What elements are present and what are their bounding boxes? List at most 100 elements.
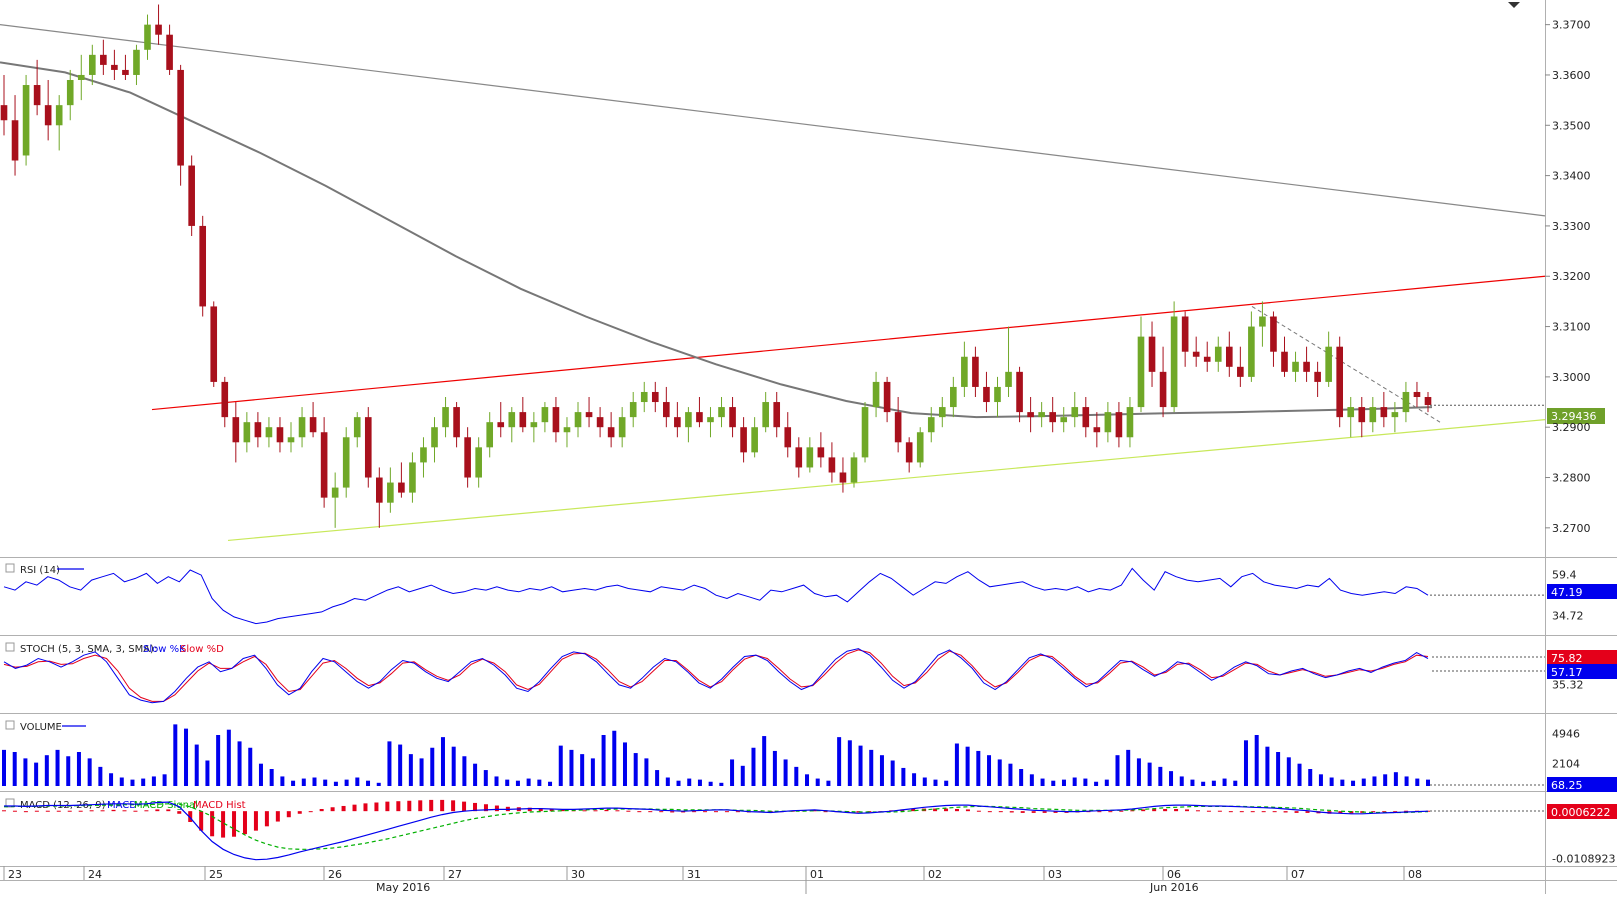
candle-body [1281,351,1288,372]
price-tick-label: 3.2900 [1552,421,1591,434]
volume-bar [1104,779,1109,786]
stoch-collapse-icon[interactable] [5,642,15,652]
candle-body [828,457,836,473]
candle-body [1225,346,1233,367]
volume-bar [826,780,831,786]
candle-body [916,432,924,463]
macd-hist-bar [494,805,499,812]
volume-bar [944,780,949,786]
volume-bar [1136,758,1141,786]
volume-bar [1415,778,1420,786]
candle-body [1248,326,1255,377]
candle-body [55,105,63,126]
date-tick-label: 23 [8,868,22,881]
macd-hist-bar [1283,811,1288,813]
volume-bar [473,763,478,786]
volume-bar [387,741,392,786]
candle-body [387,482,394,503]
candle-body [607,427,615,438]
stoch-k-badge [1547,650,1617,665]
macd-hist-bar [473,802,478,812]
candle-body [1093,427,1101,433]
candle-body [331,487,339,498]
macd-collapse-icon[interactable] [5,798,15,808]
candle-body [1137,336,1145,408]
volume-bar [430,747,435,786]
volume-bar [119,777,124,786]
volume-bar [537,779,542,786]
candle-body [1016,371,1023,413]
volume-collapse-icon[interactable] [5,720,15,730]
volume-bar [87,758,92,786]
volume-bar [451,746,456,786]
macd-hist-bar [1119,810,1124,812]
volume-bar [644,758,649,786]
rsi-value-badge [1547,584,1617,599]
macd-hist-bar [1382,811,1387,813]
candle-body [1192,351,1200,357]
macd-hist-bar [560,809,565,812]
volume-bar [216,735,221,786]
volume-bar [1318,774,1323,786]
rsi-collapse-icon[interactable] [5,563,15,573]
volume-bar [1083,778,1088,786]
candle-body [972,356,979,387]
volume-bar [1115,755,1120,786]
volume-bar [376,782,381,786]
candle-body [905,442,913,463]
macd-hist-bar [1250,811,1255,813]
candle-body [1413,391,1421,398]
macd-hist-bar [856,811,861,813]
macd-hist-bar [1053,811,1058,813]
date-tick-label: 08 [1408,868,1422,881]
macd-hist-bar [1009,811,1014,813]
candle-body [1237,366,1244,377]
candle-body [431,427,438,448]
macd-hist-bar [133,810,138,812]
candle-body [618,417,626,438]
volume-bar [879,755,884,786]
volume-bar [76,752,81,786]
volume-bar [44,755,49,786]
candle-body [155,24,162,35]
volume-label: VOLUME [5,720,86,733]
volume-bar [676,780,681,786]
volume-bar [355,777,360,786]
candle-body [519,412,527,428]
macd-hist-bar [582,810,587,812]
volume-bar [173,724,178,786]
volume-bar [1126,749,1131,786]
panel-menu-icon[interactable] [1508,2,1520,8]
volume-bar [419,758,424,786]
macd-hist-bar [45,810,50,812]
macd-hist-bar [451,800,456,812]
macd-hist-bar [1174,808,1179,812]
candle-body [11,120,19,161]
volume-bar [622,742,627,786]
macd-hist-bar [944,808,949,812]
candle-body [475,447,482,478]
macd-hist-bar [396,801,401,812]
macd-tick-label: -0.0108923 [1552,852,1615,865]
price-tick-label: 3.3000 [1552,371,1591,384]
candle-body [596,417,604,428]
candle-body [486,422,494,448]
volume-bar [344,779,349,786]
candle-body [1027,412,1034,418]
macd-hist-bar [659,811,664,813]
volume-bar [815,778,820,786]
volume-bar [312,777,317,786]
volume-bar [1393,772,1398,786]
macd-hist-bar [593,810,598,812]
volume-bar [408,754,413,786]
candle-body [66,79,74,106]
volume-bar [34,762,39,786]
macd-hist-bar [462,801,467,812]
candle-body [585,412,593,418]
candle-body [729,407,736,428]
candle-body [287,437,295,443]
candle-body [353,417,361,438]
candle-body [938,407,946,418]
